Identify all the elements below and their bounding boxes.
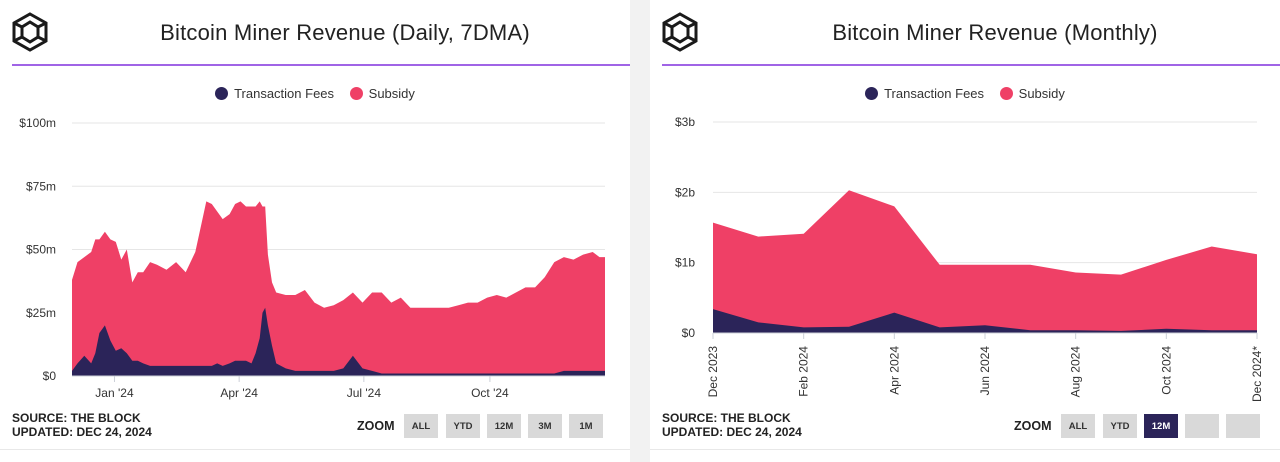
- subsidy-area: [713, 190, 1257, 333]
- zoom-extra-button-1[interactable]: [1185, 414, 1219, 438]
- x-tick-label: Dec 2023: [706, 346, 720, 398]
- x-tick-label: Jan '24: [95, 386, 134, 400]
- subsidy-area: [72, 201, 605, 376]
- legend-item-subsidy[interactable]: Subsidy: [999, 86, 1065, 101]
- source-text: SOURCE: THE BLOCK: [662, 411, 791, 425]
- fees-area: [713, 309, 1257, 333]
- y-tick-label: $50m: [26, 243, 56, 257]
- zoom-extra-button-2[interactable]: [1226, 414, 1260, 438]
- monthly-revenue-chart: $0 $1b $2b $3b Dec 2023 Feb 2024 Apr 2024 Jun 2…: [675, 115, 1264, 402]
- x-tick-label: Oct '24: [471, 386, 509, 400]
- updated-text: UPDATED: DEC 24, 2024: [12, 425, 152, 439]
- zoom-label: ZOOM: [1014, 419, 1052, 433]
- title-underline: [12, 64, 630, 66]
- zoom-3m-button[interactable]: 3M: [528, 414, 562, 438]
- y-tick-label: $0: [43, 369, 57, 383]
- monthly-revenue-panel: Bitcoin Miner Revenue (Monthly) Transact…: [650, 0, 1280, 462]
- legend-label: Transaction Fees: [884, 86, 985, 101]
- zoom-12m-button[interactable]: 12M: [487, 414, 521, 438]
- title-underline: [662, 64, 1280, 66]
- zoom-ytd-button[interactable]: YTD: [1103, 414, 1137, 438]
- x-tick-label: Apr '24: [220, 386, 258, 400]
- legend-label: Transaction Fees: [234, 86, 335, 101]
- chart-title: Bitcoin Miner Revenue (Monthly): [832, 20, 1158, 45]
- x-tick-label: Dec 2024*: [1250, 346, 1264, 402]
- updated-text: UPDATED: DEC 24, 2024: [662, 425, 802, 439]
- legend-dot-fees: [865, 87, 879, 100]
- zoom-controls: ZOOM ALL YTD 12M 3M 1M: [357, 414, 607, 438]
- y-tick-label: $25m: [26, 306, 56, 320]
- the-block-logo-icon: [662, 12, 698, 52]
- x-tick-label: Aug 2024: [1069, 346, 1083, 398]
- legend-dot-subsidy: [999, 87, 1013, 100]
- legend-item-subsidy[interactable]: Subsidy: [349, 86, 415, 101]
- legend-item-fees[interactable]: Transaction Fees: [865, 86, 984, 101]
- legend-dot-fees: [215, 87, 229, 100]
- zoom-all-button[interactable]: ALL: [404, 414, 438, 438]
- zoom-1m-button[interactable]: 1M: [569, 414, 603, 438]
- source-text: SOURCE: THE BLOCK: [12, 411, 141, 425]
- x-tick-label: Apr 2024: [887, 346, 901, 395]
- source-note: SOURCE: THE BLOCK UPDATED: DEC 24, 2024: [662, 411, 802, 439]
- x-tick-label: Jun 2024: [978, 346, 992, 396]
- chart-legend: Transaction Fees Subsidy: [0, 86, 630, 101]
- chart-title: Bitcoin Miner Revenue (Daily, 7DMA): [160, 20, 530, 45]
- panel-footer: [650, 449, 1280, 462]
- zoom-controls: ZOOM ALL YTD 12M: [1014, 414, 1280, 438]
- legend-dot-subsidy: [349, 87, 363, 100]
- y-tick-label: $3b: [675, 115, 695, 129]
- daily-revenue-chart: $0 $25m $50m $75m $100m Jan '24 Apr '24 Jul '24…: [19, 116, 605, 400]
- legend-label: Subsidy: [368, 86, 415, 101]
- panel-header: Bitcoin Miner Revenue (Daily, 7DMA): [0, 0, 630, 64]
- legend-item-fees[interactable]: Transaction Fees: [215, 86, 334, 101]
- zoom-all-button[interactable]: ALL: [1061, 414, 1095, 438]
- fees-area: [72, 307, 605, 376]
- y-tick-label: $0: [682, 326, 696, 340]
- panel-gap: [630, 0, 650, 462]
- source-note: SOURCE: THE BLOCK UPDATED: DEC 24, 2024: [12, 411, 152, 439]
- chart-legend: Transaction Fees Subsidy: [650, 86, 1280, 101]
- panel-header: Bitcoin Miner Revenue (Monthly): [650, 0, 1280, 64]
- the-block-logo-icon: [12, 12, 48, 52]
- zoom-ytd-button[interactable]: YTD: [446, 414, 480, 438]
- y-tick-label: $100m: [19, 116, 56, 130]
- daily-revenue-panel: Bitcoin Miner Revenue (Daily, 7DMA) Tran…: [0, 0, 630, 462]
- y-tick-label: $75m: [26, 179, 56, 193]
- panel-footer: [0, 449, 630, 462]
- y-tick-label: $2b: [675, 185, 695, 199]
- x-tick-label: Jul '24: [347, 386, 382, 400]
- legend-label: Subsidy: [1018, 86, 1065, 101]
- zoom-12m-button[interactable]: 12M: [1144, 414, 1178, 438]
- y-tick-label: $1b: [675, 256, 695, 270]
- zoom-label: ZOOM: [357, 419, 395, 433]
- x-tick-label: Oct 2024: [1159, 346, 1173, 395]
- x-tick-label: Feb 2024: [797, 346, 811, 397]
